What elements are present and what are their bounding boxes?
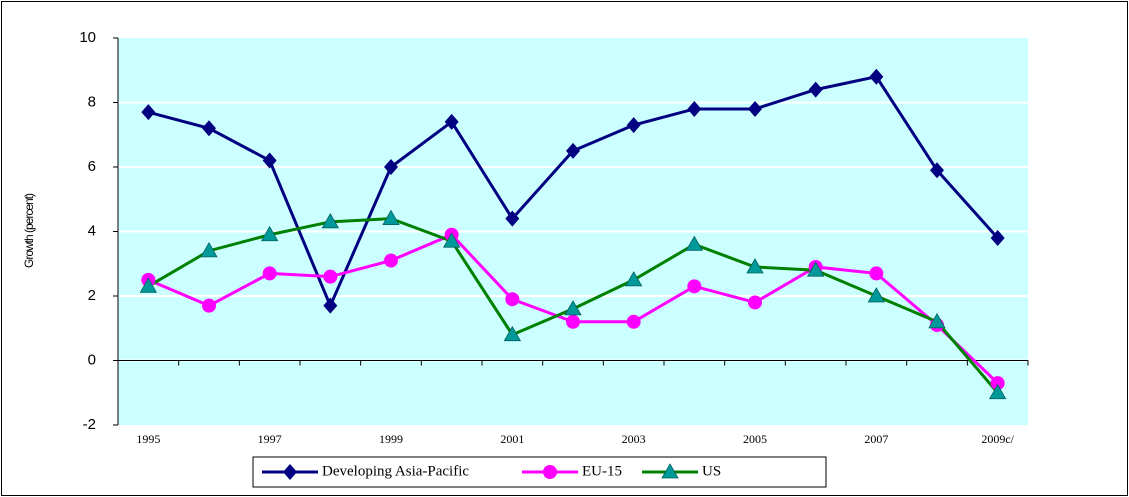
marker-triangle <box>928 312 946 329</box>
marker-triangle <box>867 287 886 303</box>
x-tick-label: 1999 <box>379 432 403 446</box>
x-tick-label: 1995 <box>136 432 160 446</box>
marker-diamond <box>748 100 762 117</box>
marker-circle <box>384 253 398 268</box>
marker-diamond <box>990 229 1005 246</box>
y-tick-label: 0 <box>88 351 96 368</box>
marker-circle <box>543 465 557 479</box>
x-tick-label: 2003 <box>622 432 646 446</box>
x-tick-label: 2005 <box>743 432 767 446</box>
marker-diamond <box>626 117 641 134</box>
marker-triangle <box>685 235 704 251</box>
marker-triangle <box>200 242 218 258</box>
marker-circle <box>566 314 580 329</box>
marker-circle <box>202 298 216 313</box>
marker-diamond <box>566 142 580 159</box>
marker-circle <box>869 266 884 281</box>
marker-triangle <box>988 383 1007 400</box>
marker-circle <box>505 292 520 307</box>
marker-circle <box>262 266 277 281</box>
marker-triangle <box>442 232 461 248</box>
marker-diamond <box>384 159 398 175</box>
marker-triangle <box>382 209 400 225</box>
y-tick-label: 8 <box>88 93 96 110</box>
marker-diamond <box>141 104 156 121</box>
y-axis-label: Growth (percent) <box>22 193 36 268</box>
x-tick-label: 1997 <box>258 432 282 446</box>
y-tick-label: 10 <box>79 29 96 46</box>
marker-diamond <box>323 297 338 314</box>
x-tick-label: 2001 <box>500 432 524 446</box>
marker-triangle <box>806 261 825 277</box>
marker-circle <box>323 269 338 284</box>
marker-circle <box>626 314 641 329</box>
marker-triangle <box>321 213 340 229</box>
legend-label: Developing Asia-Pacific <box>322 463 469 479</box>
marker-triangle <box>564 300 582 316</box>
marker-triangle <box>260 225 279 242</box>
marker-diamond <box>202 120 216 137</box>
marker-triangle <box>139 277 158 293</box>
marker-diamond <box>808 81 823 98</box>
marker-triangle <box>624 271 643 287</box>
marker-diamond <box>505 210 520 227</box>
marker-triangle <box>661 463 679 479</box>
legend-label: EU-15 <box>582 463 622 479</box>
y-tick-label: 6 <box>88 158 96 175</box>
marker-triangle <box>746 258 764 274</box>
marker-triangle <box>503 325 522 342</box>
y-tick-label: 2 <box>88 287 96 304</box>
marker-diamond <box>869 68 884 85</box>
marker-circle <box>748 295 762 310</box>
x-tick-label: 2007 <box>864 432 888 446</box>
y-tick-label: -2 <box>83 416 96 433</box>
marker-diamond <box>687 100 702 117</box>
marker-circle <box>687 279 702 294</box>
marker-diamond <box>930 162 944 179</box>
marker-diamond <box>444 113 459 130</box>
marker-circle <box>990 376 1005 391</box>
marker-diamond <box>262 152 277 169</box>
marker-diamond <box>283 464 297 480</box>
legend-label: US <box>702 463 721 479</box>
y-tick-label: 4 <box>88 222 96 239</box>
x-tick-label: 2009c/ <box>981 432 1014 446</box>
